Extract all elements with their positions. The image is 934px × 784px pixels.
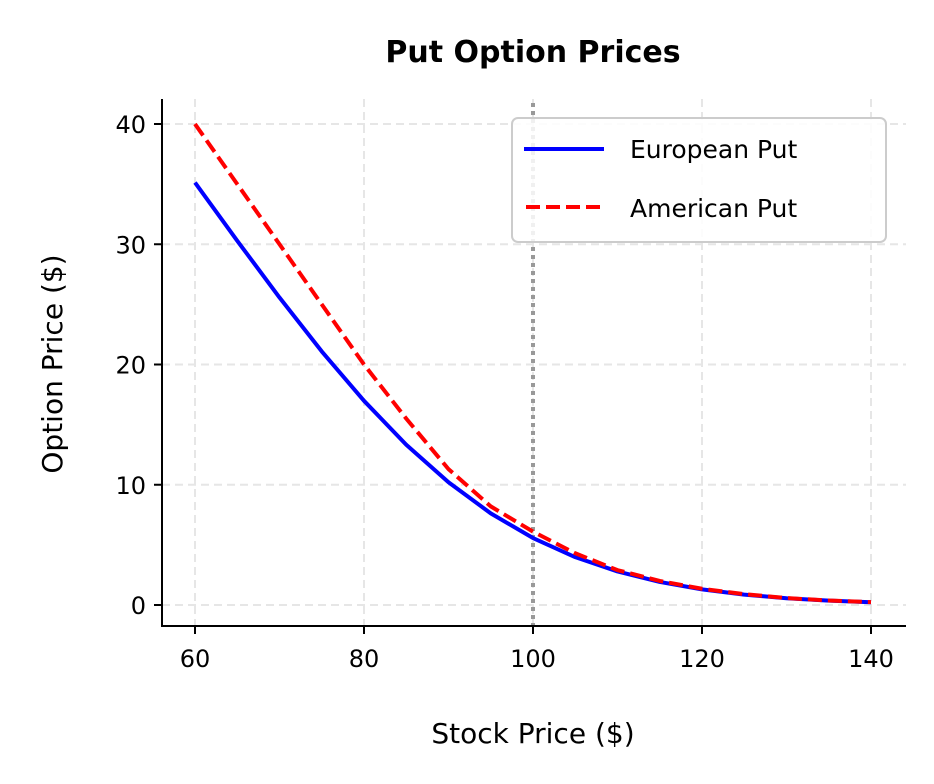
- ticks: 60 80 100 120 140 0 10 20 30 40: [115, 111, 893, 673]
- y-axis-label: Option Price ($): [36, 254, 69, 473]
- series-lines: [193, 103, 872, 626]
- legend-label-european: European Put: [630, 135, 798, 164]
- series-line-american-put: [193, 122, 872, 605]
- x-tick-label: 120: [679, 645, 725, 673]
- x-tick-label: 100: [510, 645, 556, 673]
- y-tick-label: 40: [115, 111, 146, 139]
- y-tick-label: 20: [115, 352, 146, 380]
- y-tick-label: 30: [115, 231, 146, 259]
- x-axis-label: Stock Price ($): [431, 717, 634, 750]
- chart-title: Put Option Prices: [385, 35, 680, 70]
- legend: European Put American Put: [511, 117, 887, 243]
- x-tick-label: 140: [848, 645, 894, 673]
- legend-box: [511, 117, 887, 243]
- y-tick-label: 0: [131, 592, 146, 620]
- legend-label-american: American Put: [630, 194, 797, 223]
- x-tick-label: 60: [180, 645, 211, 673]
- y-tick-label: 10: [115, 472, 146, 500]
- x-tick-label: 80: [349, 645, 380, 673]
